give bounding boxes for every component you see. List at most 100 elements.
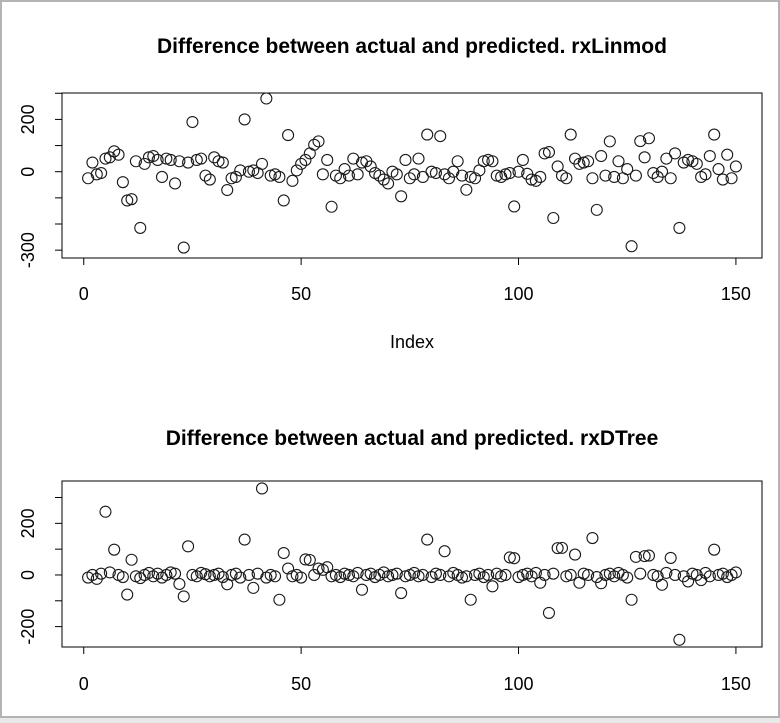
data-point xyxy=(655,165,669,178)
data-point xyxy=(164,566,177,579)
data-point xyxy=(582,155,595,168)
data-point xyxy=(529,566,542,579)
data-point xyxy=(190,570,203,583)
data-point xyxy=(725,172,738,185)
data-point xyxy=(82,172,95,185)
data-point xyxy=(621,163,634,176)
data-point xyxy=(729,566,742,579)
data-point xyxy=(547,567,560,580)
chart-title-rxdtree: Difference between actual and predicted.… xyxy=(166,427,659,450)
data-point xyxy=(125,553,138,566)
data-point xyxy=(216,156,229,169)
data-point xyxy=(464,593,477,606)
data-point xyxy=(334,570,347,584)
data-point xyxy=(468,172,482,185)
data-point xyxy=(673,221,686,234)
data-point xyxy=(186,115,199,129)
data-point xyxy=(95,166,108,180)
data-point xyxy=(112,148,125,161)
data-point xyxy=(577,567,590,580)
data-point xyxy=(612,155,625,168)
data-point xyxy=(525,570,538,583)
data-point xyxy=(599,568,612,582)
data-point xyxy=(547,211,560,225)
data-point xyxy=(229,567,242,580)
data-point xyxy=(668,568,682,582)
data-point xyxy=(647,568,660,582)
data-point xyxy=(95,567,108,580)
data-point xyxy=(282,562,295,575)
data-point xyxy=(634,135,647,148)
data-point xyxy=(512,165,525,178)
data-point xyxy=(412,152,425,165)
data-point xyxy=(516,568,529,582)
data-point xyxy=(312,135,325,148)
data-point xyxy=(586,172,599,185)
data-point xyxy=(177,590,190,603)
data-point xyxy=(277,546,290,560)
data-point xyxy=(268,570,282,583)
data-point xyxy=(442,172,456,185)
data-point xyxy=(364,567,377,580)
data-point xyxy=(151,567,164,580)
data-point xyxy=(386,568,399,582)
data-point xyxy=(708,128,721,141)
data-point xyxy=(686,567,699,580)
data-point xyxy=(608,570,621,583)
data-point xyxy=(403,172,416,185)
data-point xyxy=(416,568,429,582)
data-point xyxy=(299,553,312,566)
scatter-panel-rxlinmod: 0 50 100 150 200 0 -300 xyxy=(18,92,763,304)
data-point xyxy=(664,551,677,564)
data-point xyxy=(373,169,386,182)
data-point xyxy=(273,170,286,183)
data-point xyxy=(134,221,147,234)
data-point xyxy=(664,172,677,185)
data-point xyxy=(647,166,660,180)
data-point xyxy=(534,170,547,183)
data-point xyxy=(716,173,729,186)
data-point xyxy=(325,570,338,583)
x-axis-label-index: Index xyxy=(390,332,434,352)
data-point xyxy=(290,164,303,177)
data-point xyxy=(238,113,251,126)
data-point xyxy=(560,570,573,583)
data-point xyxy=(295,157,308,170)
data-point xyxy=(264,568,277,582)
data-point xyxy=(321,153,334,166)
data-point xyxy=(355,583,369,596)
data-point xyxy=(716,567,729,580)
data-point xyxy=(86,568,99,582)
data-point xyxy=(629,169,642,182)
data-point xyxy=(590,570,603,584)
data-point xyxy=(503,166,516,180)
data-point xyxy=(482,568,495,582)
data-point xyxy=(508,552,521,565)
data-point xyxy=(121,588,134,601)
data-point xyxy=(299,153,312,166)
data-point xyxy=(551,542,564,555)
data-point xyxy=(351,566,364,579)
data-point xyxy=(116,176,129,189)
data-point xyxy=(712,568,725,582)
data-point xyxy=(568,548,582,561)
data-point xyxy=(499,568,512,582)
plot-box xyxy=(61,92,763,259)
data-point xyxy=(703,149,716,163)
data-point xyxy=(625,593,638,606)
data-point xyxy=(360,568,373,582)
data-point xyxy=(460,183,473,196)
data-point xyxy=(642,549,656,562)
data-point xyxy=(225,568,238,582)
data-point xyxy=(629,550,642,563)
data-point xyxy=(195,152,208,165)
data-point xyxy=(173,155,186,168)
x-tick-label: 50 xyxy=(291,674,311,694)
y-tick-label: 0 xyxy=(18,570,38,580)
data-point xyxy=(103,566,116,579)
data-point xyxy=(316,168,329,181)
data-point xyxy=(595,577,608,590)
data-point xyxy=(703,570,716,583)
plot-box xyxy=(61,480,763,648)
